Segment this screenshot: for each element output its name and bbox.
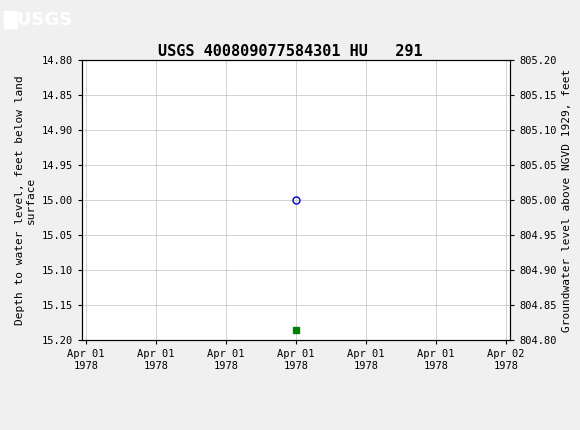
Text: █USGS: █USGS xyxy=(3,11,72,29)
Y-axis label: Depth to water level, feet below land
surface: Depth to water level, feet below land su… xyxy=(14,75,36,325)
Text: USGS 400809077584301 HU   291: USGS 400809077584301 HU 291 xyxy=(158,44,422,59)
Y-axis label: Groundwater level above NGVD 1929, feet: Groundwater level above NGVD 1929, feet xyxy=(562,68,572,332)
